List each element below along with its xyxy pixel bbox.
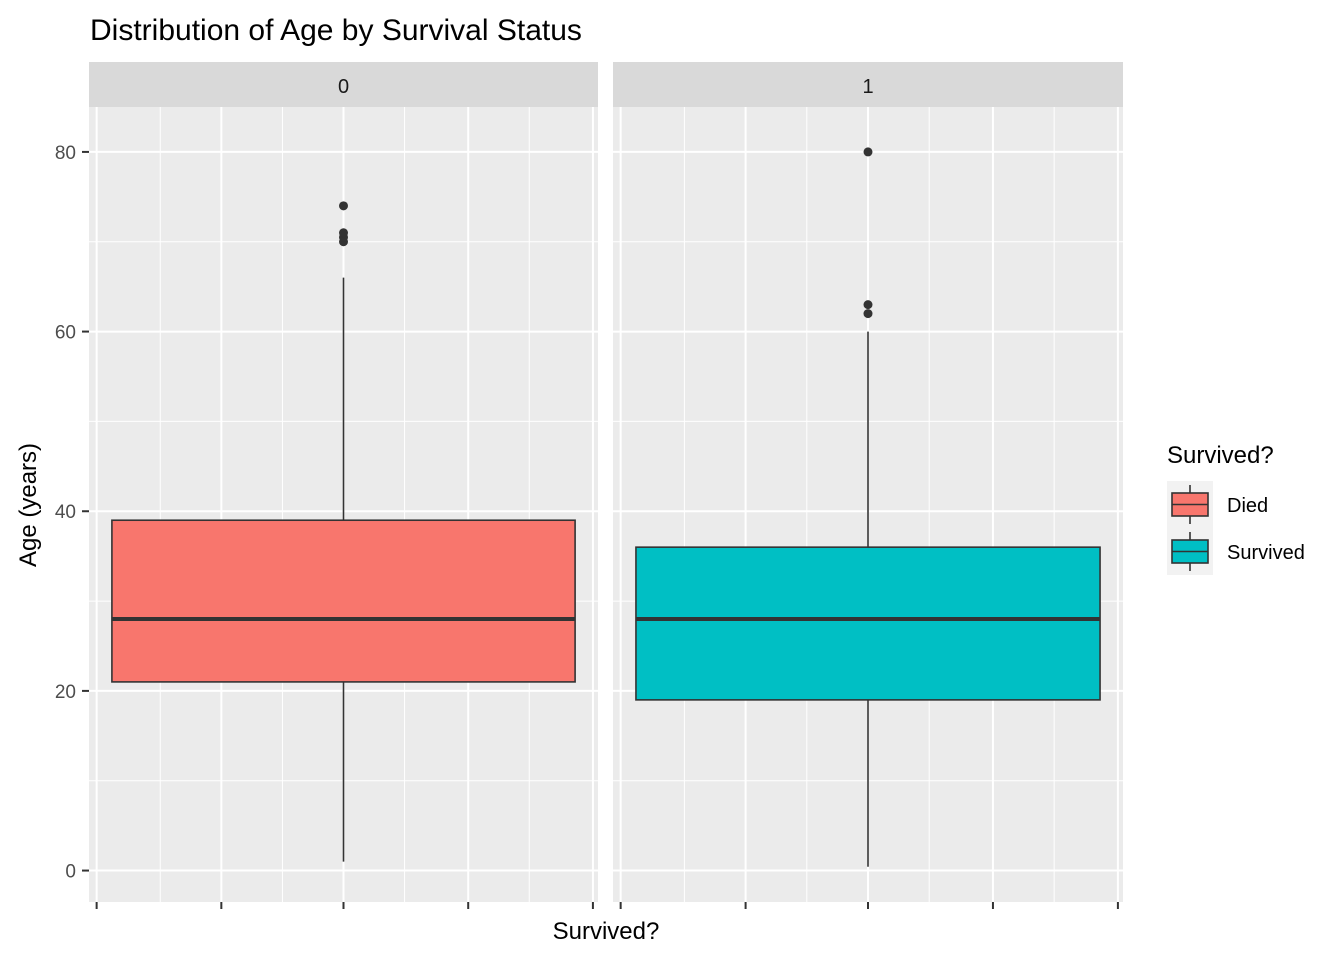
outlier-point: [339, 228, 348, 238]
outlier-point: [863, 300, 873, 310]
outlier-point: [339, 201, 348, 211]
facet-panel-1: 1: [613, 62, 1123, 909]
facet-strip-label: 1: [862, 76, 873, 98]
outlier-point: [863, 147, 873, 157]
x-axis-title: Survived?: [553, 918, 660, 945]
facet-strip: [613, 62, 1123, 107]
box-died: [111, 519, 576, 683]
legend-label: Died: [1227, 495, 1268, 517]
legend-label: Survived: [1227, 542, 1305, 564]
facet-strip-label: 0: [338, 76, 349, 98]
y-axis-title: Age (years): [15, 443, 42, 567]
y-tick-label: 60: [55, 323, 76, 344]
y-tick-label: 0: [65, 862, 76, 883]
y-tick-label: 20: [55, 682, 76, 703]
facet-panel-0: 0: [89, 62, 598, 909]
chart-title: Distribution of Age by Survival Status: [90, 14, 582, 47]
y-axis: 0 20 40 60 80: [55, 143, 89, 883]
y-tick-label: 40: [55, 502, 76, 523]
y-tick-label: 80: [55, 143, 76, 164]
legend-item-died: Died: [1167, 481, 1268, 528]
legend-title: Survived?: [1167, 442, 1274, 469]
box-survived: [635, 546, 1101, 701]
facet-strip: [89, 62, 598, 107]
legend-item-survived: Survived: [1167, 528, 1305, 575]
outlier-point: [863, 309, 873, 319]
legend: Survived? Died Survived: [1167, 442, 1305, 575]
